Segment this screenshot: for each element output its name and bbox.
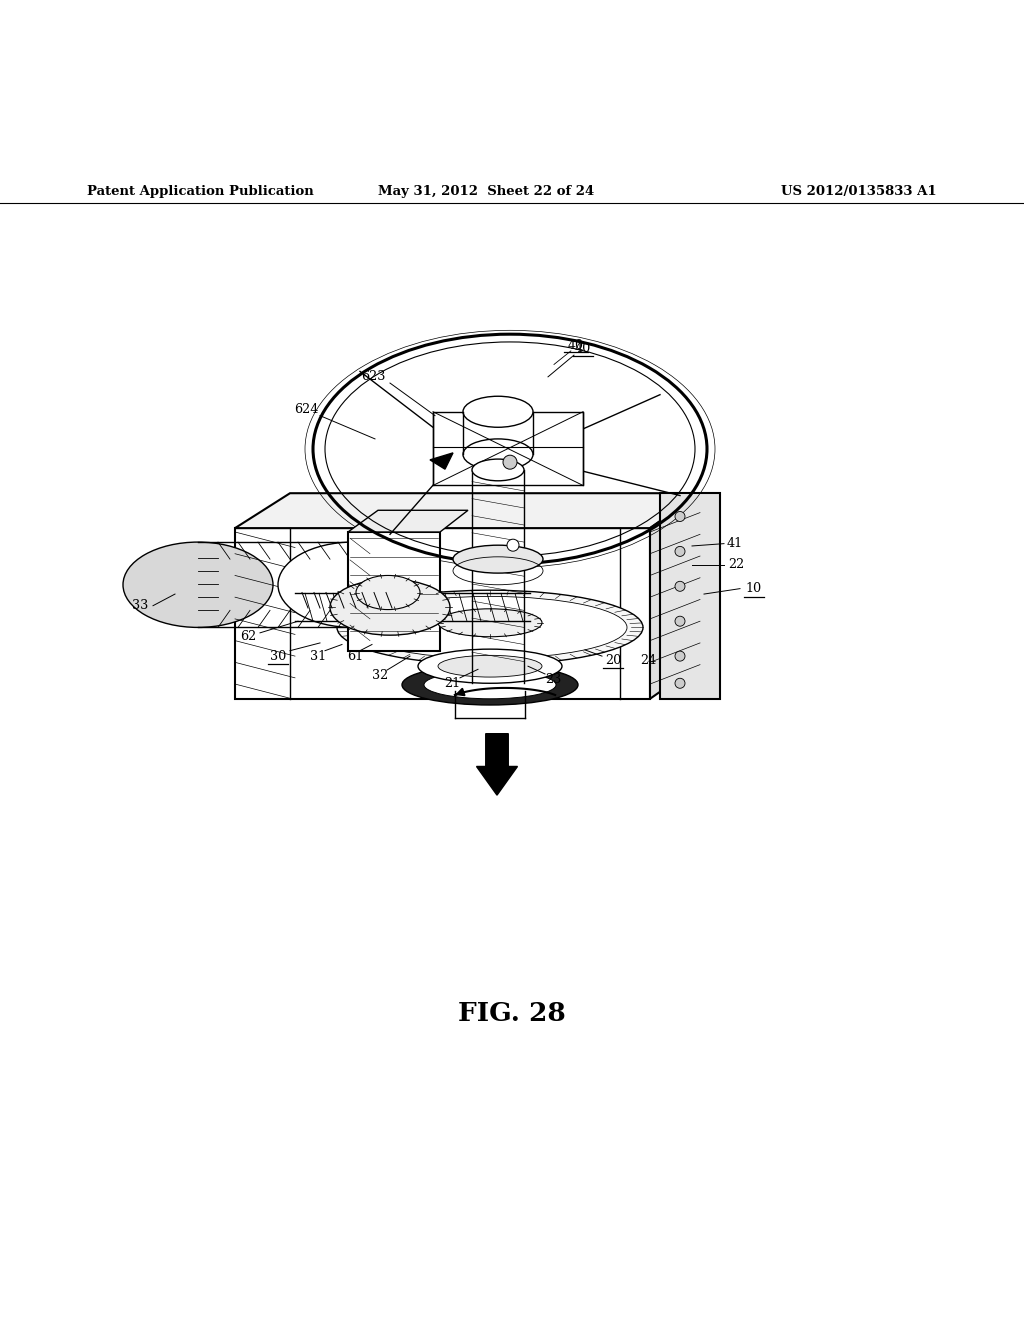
Polygon shape <box>660 494 720 698</box>
Text: 40: 40 <box>568 339 584 352</box>
Text: 23: 23 <box>545 673 561 686</box>
Circle shape <box>675 678 685 688</box>
Ellipse shape <box>418 649 562 684</box>
Text: 31: 31 <box>310 649 326 663</box>
Polygon shape <box>234 494 700 528</box>
Circle shape <box>675 651 685 661</box>
Text: 32: 32 <box>372 669 388 682</box>
Ellipse shape <box>402 665 578 705</box>
Ellipse shape <box>278 543 428 627</box>
Ellipse shape <box>356 576 420 610</box>
Text: 33: 33 <box>132 599 148 612</box>
Text: US 2012/0135833 A1: US 2012/0135833 A1 <box>781 185 937 198</box>
Polygon shape <box>650 494 700 698</box>
Circle shape <box>675 546 685 557</box>
FancyArrow shape <box>476 734 517 795</box>
Polygon shape <box>348 511 468 532</box>
Ellipse shape <box>463 396 534 428</box>
Text: 22: 22 <box>728 558 744 572</box>
Ellipse shape <box>123 543 273 627</box>
Text: 624: 624 <box>294 403 318 416</box>
Polygon shape <box>348 532 440 651</box>
Ellipse shape <box>472 459 524 480</box>
Ellipse shape <box>438 655 542 677</box>
Circle shape <box>675 581 685 591</box>
Ellipse shape <box>424 671 556 698</box>
Ellipse shape <box>453 545 543 573</box>
Polygon shape <box>433 412 583 486</box>
Text: 41: 41 <box>727 537 743 550</box>
Ellipse shape <box>353 597 627 659</box>
Text: 30: 30 <box>270 649 286 663</box>
Circle shape <box>503 455 517 469</box>
Ellipse shape <box>438 609 542 636</box>
Text: 21: 21 <box>444 677 460 690</box>
Polygon shape <box>234 528 650 698</box>
Text: 40: 40 <box>574 342 591 355</box>
Text: Patent Application Publication: Patent Application Publication <box>87 185 313 198</box>
Text: FIG. 28: FIG. 28 <box>458 1001 566 1026</box>
Circle shape <box>675 616 685 626</box>
Text: May 31, 2012  Sheet 22 of 24: May 31, 2012 Sheet 22 of 24 <box>378 185 595 198</box>
Text: 20: 20 <box>605 653 622 667</box>
Text: 24: 24 <box>640 653 656 667</box>
Text: 62: 62 <box>240 630 256 643</box>
Ellipse shape <box>330 579 450 635</box>
Text: 10: 10 <box>745 582 762 595</box>
Ellipse shape <box>337 590 643 665</box>
Text: 61: 61 <box>347 649 364 663</box>
Polygon shape <box>430 453 453 469</box>
Text: 623: 623 <box>360 371 385 383</box>
Circle shape <box>675 511 685 521</box>
Circle shape <box>507 539 519 552</box>
